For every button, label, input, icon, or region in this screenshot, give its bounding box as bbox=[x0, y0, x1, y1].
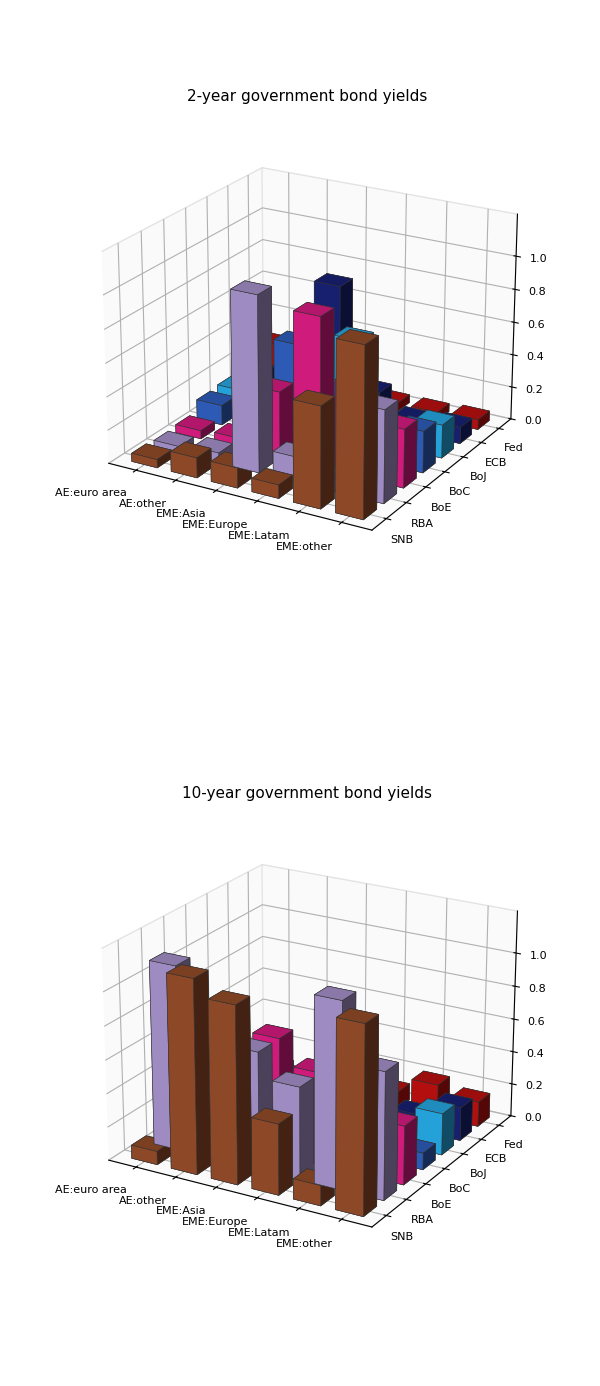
Title: 10-year government bond yields: 10-year government bond yields bbox=[182, 786, 433, 801]
Title: 2-year government bond yields: 2-year government bond yields bbox=[187, 89, 428, 104]
